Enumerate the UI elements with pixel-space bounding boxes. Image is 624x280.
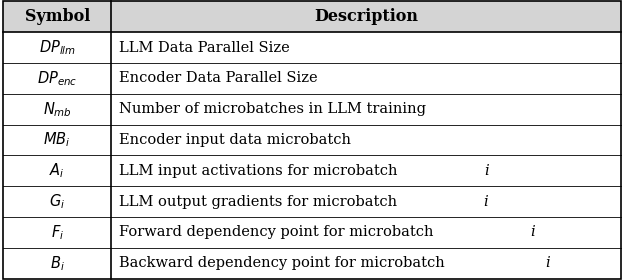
Text: Encoder input data microbatch: Encoder input data microbatch — [119, 133, 351, 147]
Text: $G_i$: $G_i$ — [49, 192, 66, 211]
Text: Encoder Data Parallel Size: Encoder Data Parallel Size — [119, 71, 318, 85]
Bar — [3, 1, 621, 32]
Text: Description: Description — [314, 8, 418, 25]
Text: i: i — [545, 256, 550, 270]
Text: i: i — [484, 195, 488, 209]
Text: $B_i$: $B_i$ — [50, 254, 65, 272]
Text: LLM output gradients for microbatch: LLM output gradients for microbatch — [119, 195, 401, 209]
Text: Forward dependency point for microbatch: Forward dependency point for microbatch — [119, 225, 438, 239]
Text: $MB_i$: $MB_i$ — [44, 131, 71, 149]
Text: LLM input activations for microbatch: LLM input activations for microbatch — [119, 164, 402, 178]
Text: $DP_{llm}$: $DP_{llm}$ — [39, 38, 76, 57]
Text: $N_{mb}$: $N_{mb}$ — [42, 100, 72, 118]
Text: i: i — [484, 164, 489, 178]
Text: $A_i$: $A_i$ — [49, 162, 65, 180]
Text: Backward dependency point for microbatch: Backward dependency point for microbatch — [119, 256, 449, 270]
Text: Symbol: Symbol — [24, 8, 90, 25]
Text: LLM Data Parallel Size: LLM Data Parallel Size — [119, 41, 290, 55]
Text: Number of microbatches in LLM training: Number of microbatches in LLM training — [119, 102, 426, 116]
Text: i: i — [530, 225, 535, 239]
Text: $DP_{enc}$: $DP_{enc}$ — [37, 69, 77, 88]
Text: $F_i$: $F_i$ — [51, 223, 64, 242]
